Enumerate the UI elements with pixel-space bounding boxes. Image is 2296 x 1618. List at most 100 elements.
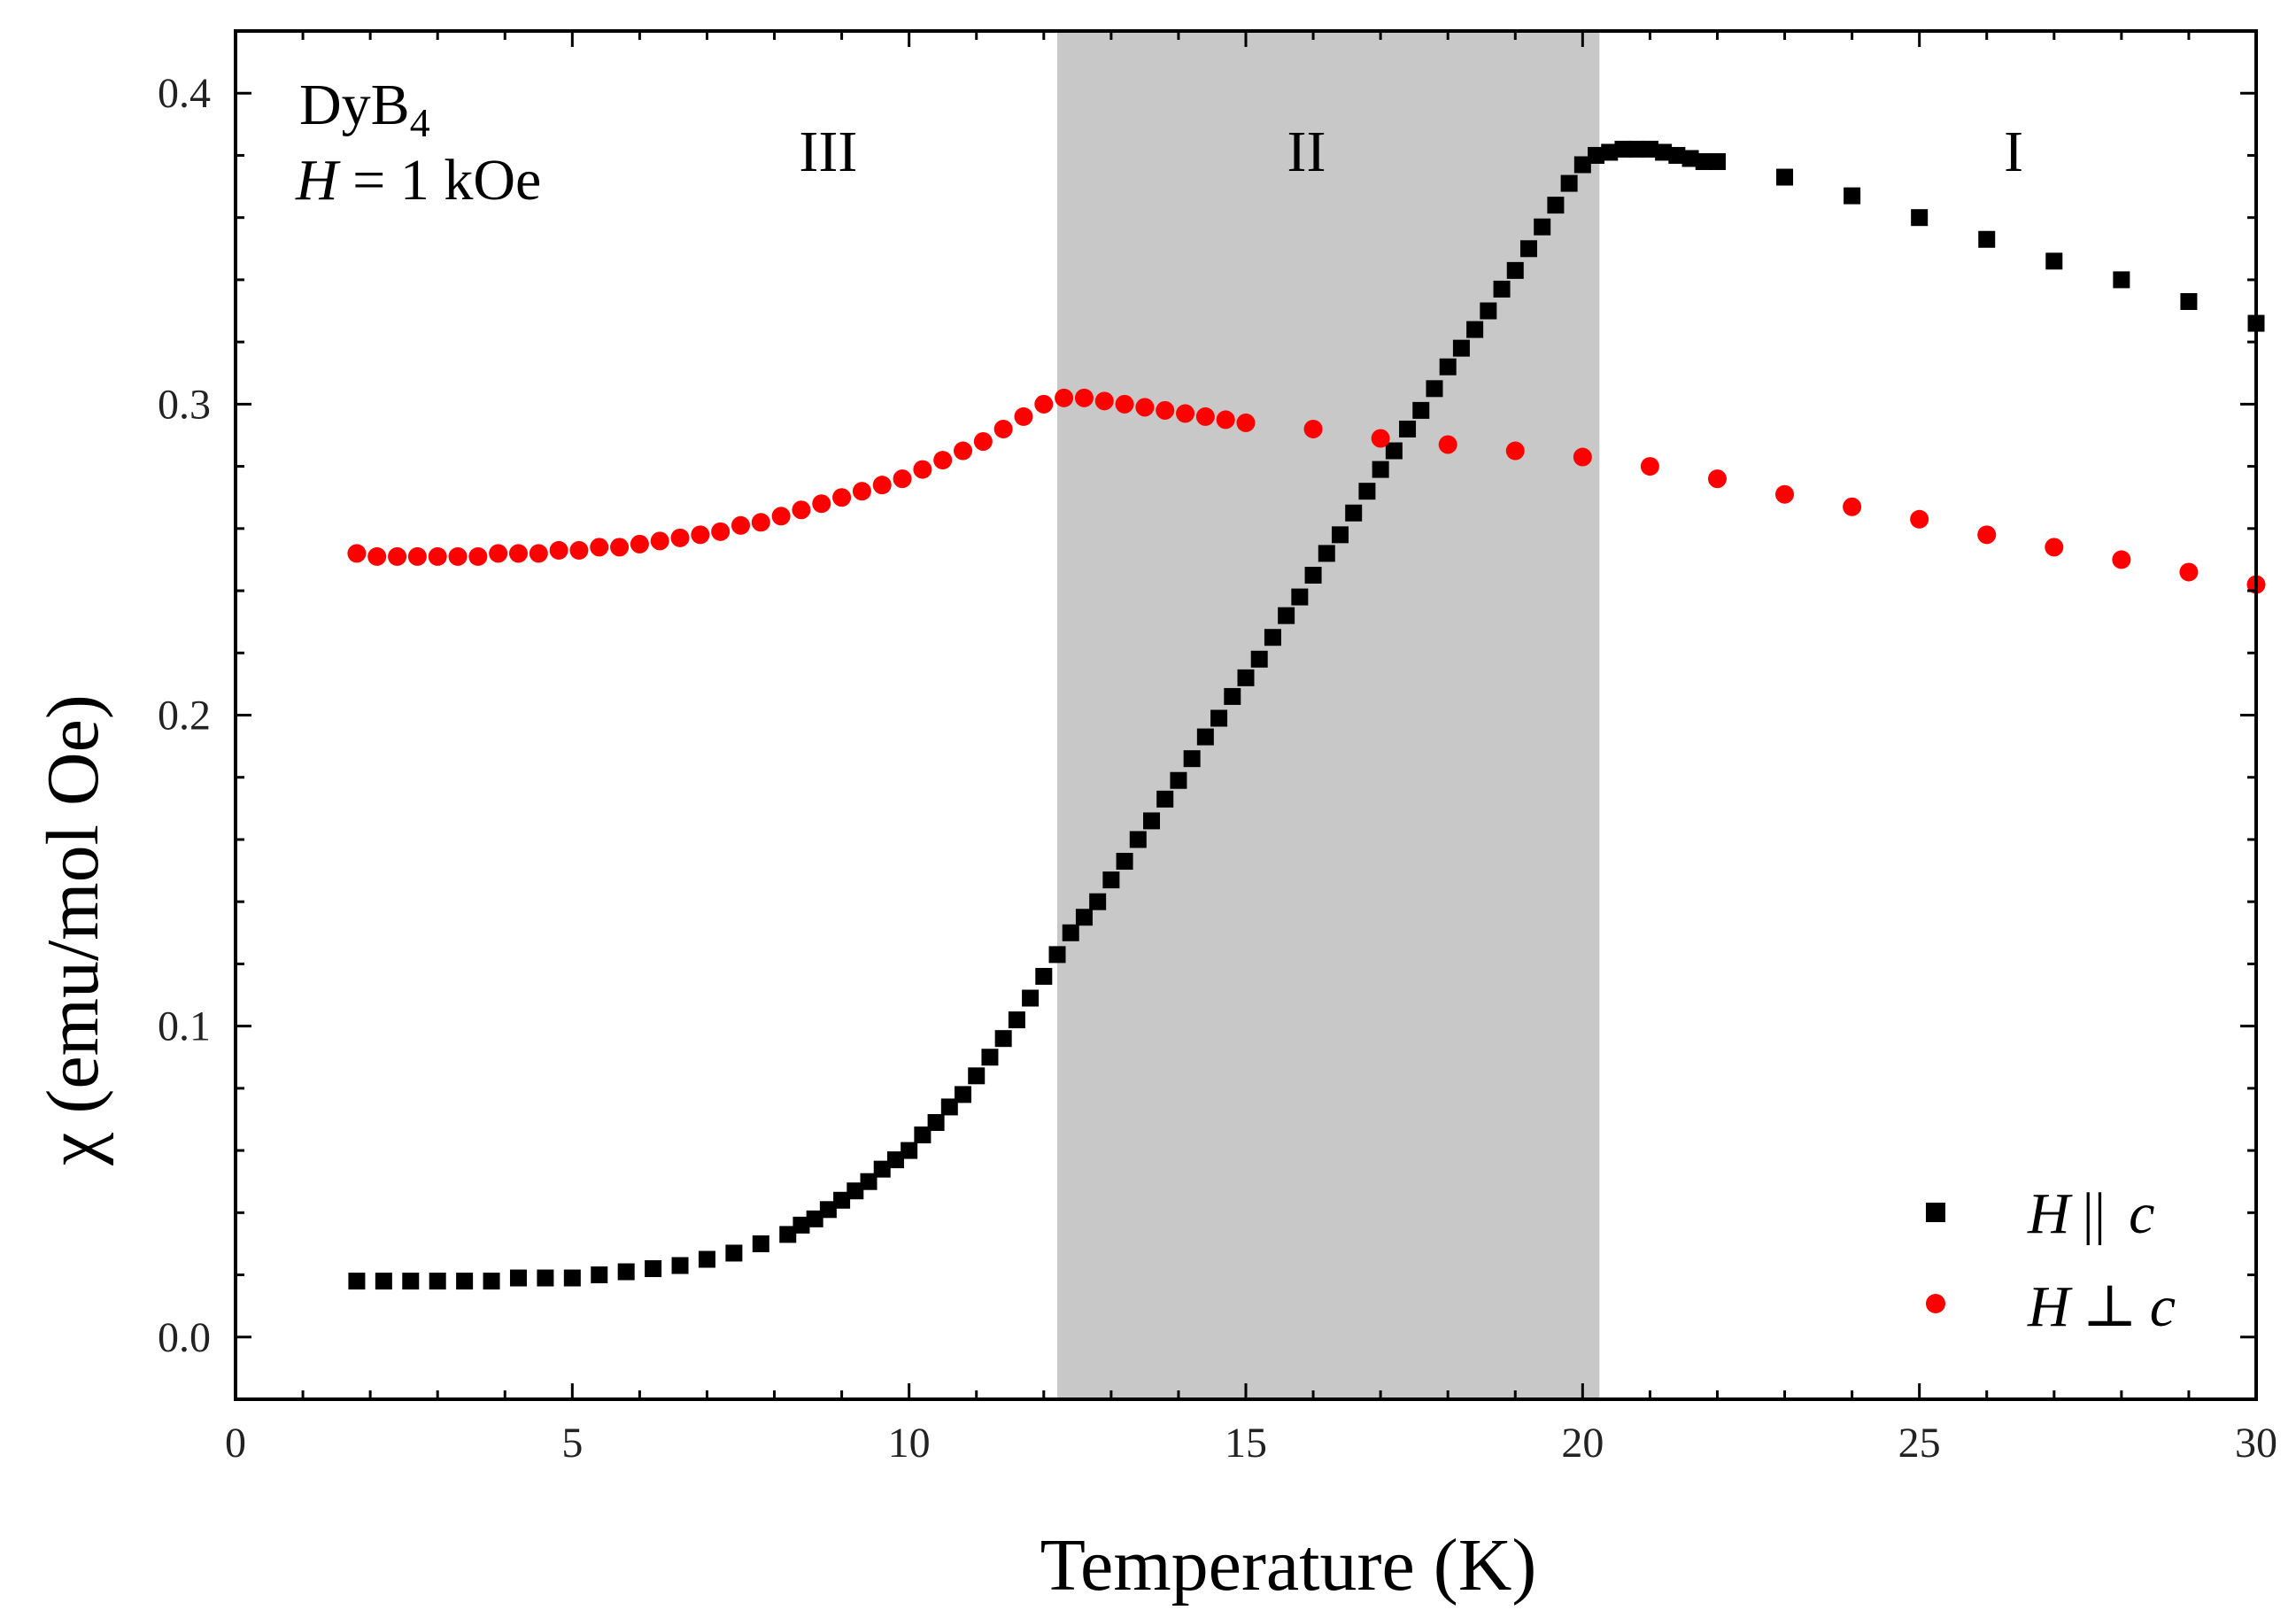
compound-annotation: DyB4	[299, 73, 430, 145]
data-point-circle	[630, 534, 649, 554]
data-point-square	[1035, 967, 1053, 985]
region-label-iii: III	[799, 120, 857, 184]
legend: H || c H ⊥ c	[1926, 1181, 2176, 1339]
legend-parallel-axis: c	[2129, 1181, 2154, 1246]
data-point-circle	[1034, 394, 1054, 414]
data-point-square	[1493, 280, 1511, 298]
legend-parallel-rel: ||	[2083, 1181, 2106, 1246]
data-point-circle	[832, 488, 852, 507]
compound-formula: DyB	[299, 73, 410, 137]
data-point-circle	[388, 546, 407, 566]
y-tick-label: 0.0	[158, 1314, 211, 1361]
data-point-square	[1291, 588, 1309, 606]
data-point-circle	[1910, 509, 1929, 529]
data-point-circle	[1176, 404, 1195, 423]
data-point-square	[1143, 812, 1161, 830]
data-point-square	[1655, 143, 1673, 161]
phase-ii-shaded-region	[1057, 31, 1600, 1399]
data-point-square	[1170, 771, 1187, 789]
region-labels: III II I	[799, 120, 2023, 184]
data-point-square	[1385, 442, 1403, 460]
data-point-square	[402, 1273, 420, 1290]
data-point-square	[1331, 526, 1349, 544]
data-point-circle	[2045, 538, 2064, 557]
y-axis-title: χ (emu/mol Oe)	[32, 694, 114, 1166]
data-point-square	[483, 1273, 500, 1290]
field-variable: H	[295, 148, 341, 213]
legend-marker-parallel	[1926, 1203, 1945, 1222]
data-point-square	[779, 1226, 797, 1243]
field-value: = 1 kOe	[338, 148, 542, 213]
x-tick-label: 0	[225, 1420, 246, 1467]
data-point-square	[1022, 989, 1040, 1007]
data-point-circle	[731, 515, 750, 535]
data-point-square	[645, 1260, 662, 1278]
data-point-square	[1466, 321, 1484, 338]
data-point-circle	[1236, 413, 1256, 432]
data-point-circle	[954, 441, 973, 461]
data-point-square	[375, 1273, 392, 1290]
data-point-circle	[1074, 388, 1094, 407]
x-tick-label: 30	[2235, 1420, 2277, 1467]
data-points	[347, 140, 2266, 1290]
data-point-square	[429, 1273, 446, 1290]
data-point-square	[847, 1182, 864, 1200]
y-tick-label: 0.2	[158, 693, 211, 739]
data-point-circle	[1195, 406, 1215, 426]
y-tick-label: 0.3	[158, 381, 211, 428]
data-point-square	[1075, 909, 1093, 926]
data-point-circle	[367, 546, 387, 566]
legend-parallel-var: H	[2027, 1181, 2073, 1246]
y-tick-label: 0.4	[158, 70, 211, 117]
data-point-circle	[1707, 469, 1727, 489]
data-point-square	[1695, 152, 1712, 170]
data-point-square	[1237, 669, 1255, 686]
data-point-square	[1318, 545, 1335, 562]
data-point-square	[1708, 152, 1726, 170]
data-point-circle	[2112, 550, 2131, 569]
y-tick-label: 0.1	[158, 1003, 211, 1050]
data-point-square	[873, 1160, 891, 1178]
data-point-square	[1601, 143, 1619, 161]
data-point-square	[914, 1126, 932, 1144]
legend-perp-rel: ⊥	[2083, 1274, 2138, 1339]
data-point-square	[1250, 650, 1268, 668]
data-point-square	[1426, 380, 1443, 398]
data-point-square	[1844, 187, 1861, 205]
data-point-square	[1588, 146, 1605, 164]
data-point-square	[1614, 140, 1632, 158]
data-point-circle	[590, 538, 609, 557]
data-point-circle	[468, 546, 488, 566]
data-point-square	[1776, 168, 1794, 186]
data-point-circle	[812, 494, 831, 514]
data-point-square	[1627, 140, 1645, 158]
data-point-square	[792, 1216, 810, 1234]
data-point-circle	[407, 546, 427, 566]
data-point-square	[1681, 150, 1699, 167]
axes: 0 5 10 15 20 25 30 0.0 0.1 0.2 0.3 0.4	[158, 29, 2277, 1467]
data-point-circle	[1505, 441, 1525, 461]
data-point-square	[1116, 853, 1133, 871]
data-point-square	[901, 1142, 918, 1159]
data-point-circle	[650, 531, 669, 551]
data-point-circle	[852, 482, 871, 501]
data-point-square	[1210, 709, 1228, 727]
data-point-square	[1156, 790, 1174, 808]
data-point-square	[1560, 174, 1578, 192]
data-point-square	[1534, 218, 1551, 236]
data-point-square	[725, 1244, 743, 1262]
data-point-square	[752, 1235, 769, 1252]
data-point-square	[1439, 358, 1457, 375]
data-point-circle	[993, 419, 1013, 438]
data-point-circle	[1371, 429, 1390, 448]
data-point-circle	[1775, 484, 1795, 504]
data-point-circle	[2179, 562, 2199, 582]
data-point-square	[981, 1049, 999, 1066]
data-point-square	[819, 1201, 837, 1219]
data-point-circle	[893, 469, 912, 489]
data-point-circle	[872, 476, 892, 495]
data-point-square	[1641, 140, 1658, 158]
data-point-square	[1547, 197, 1565, 214]
region-label-ii: II	[1287, 120, 1326, 184]
